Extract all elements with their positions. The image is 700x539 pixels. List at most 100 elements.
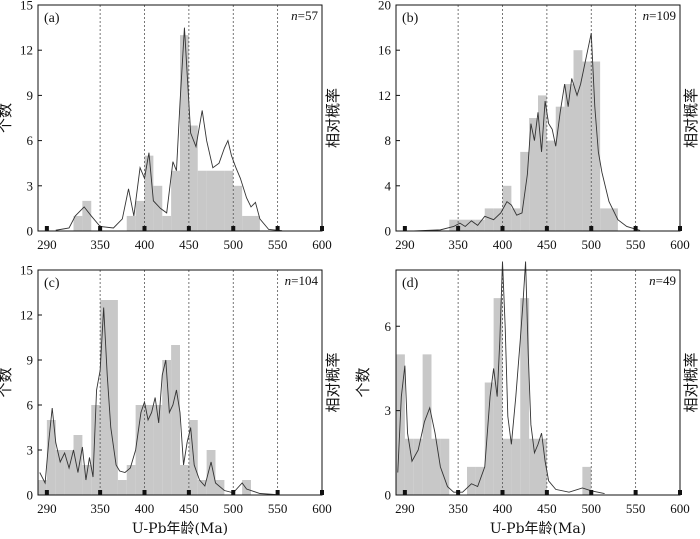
- histogram-bar: [46, 420, 56, 495]
- histogram-bar: [422, 354, 432, 495]
- y-tick-label: 4: [385, 178, 392, 193]
- histogram-bar: [484, 382, 494, 495]
- histogram-bar: [573, 50, 583, 232]
- y-tick-label: 0: [385, 224, 392, 239]
- histogram-bar: [171, 170, 180, 231]
- histogram-bar: [467, 466, 476, 495]
- histogram-bar: [82, 465, 92, 495]
- y-tick-label: 12: [20, 43, 33, 58]
- x-tick-label: 450: [179, 501, 199, 516]
- histogram-bar: [135, 405, 145, 495]
- histogram-bar: [215, 480, 225, 495]
- histogram-bar: [144, 155, 154, 231]
- x-tick-label: 290: [37, 501, 57, 516]
- y-tick-label: 3: [27, 443, 34, 458]
- histogram-bar: [144, 405, 154, 495]
- histogram-bar: [502, 185, 512, 231]
- histogram-bar: [520, 298, 530, 495]
- x-tick-mark: [633, 490, 638, 495]
- chart-panel-c: 290 350 400 450 500 550 600 0 3 6 9 12 15 (c) n=104 个数 相…: [0, 263, 342, 538]
- x-tick-mark: [678, 226, 682, 231]
- x-tick-mark: [142, 490, 147, 495]
- histogram-bar: [171, 345, 180, 495]
- y-tick-label: 20: [378, 0, 391, 13]
- histogram-bar: [600, 208, 609, 231]
- histogram-bar: [180, 465, 189, 495]
- histogram-bar: [162, 360, 172, 495]
- x-tick-label: 400: [135, 237, 155, 252]
- y-tick-label: 16: [378, 43, 392, 58]
- histogram-bar: [197, 480, 207, 495]
- histogram-bar: [582, 61, 592, 231]
- histogram-bar: [153, 405, 163, 495]
- y-axis-label-right: 相对概率: [324, 88, 342, 148]
- histogram-bar: [449, 219, 459, 231]
- histogram-bar: [215, 170, 225, 231]
- histogram-bar: [484, 208, 494, 231]
- x-tick-mark: [275, 226, 280, 231]
- y-tick-label: 8: [385, 133, 392, 148]
- x-tick-label: 500: [224, 237, 244, 252]
- y-tick-label: 9: [27, 88, 34, 103]
- x-tick-mark: [589, 490, 594, 495]
- y-tick-label: 6: [385, 319, 392, 334]
- y-axis-label-right: 相对概率: [682, 352, 700, 412]
- histogram-bar: [109, 300, 118, 495]
- histogram-bar: [206, 170, 216, 231]
- histogram-bar: [413, 438, 423, 495]
- x-tick-label: 550: [268, 237, 288, 252]
- y-tick-label: 3: [385, 403, 392, 418]
- x-tick-mark: [98, 490, 103, 495]
- plot-frame: [395, 4, 681, 232]
- histogram-bar: [162, 215, 172, 231]
- probability-curve: [397, 261, 605, 495]
- histogram-bar: [126, 215, 136, 231]
- x-axis-label: U-Pb年龄(Ma): [132, 521, 228, 537]
- x-tick-mark: [500, 226, 505, 231]
- y-axis-label-right: 相对概率: [324, 352, 342, 412]
- histogram-bar: [538, 95, 547, 232]
- sample-count-label: n=57: [291, 8, 318, 23]
- x-tick-label: 600: [670, 237, 690, 252]
- panel-label: (a): [44, 11, 60, 26]
- x-tick-mark: [456, 490, 461, 495]
- histogram-bar: [233, 185, 243, 231]
- x-tick-label: 450: [179, 237, 199, 252]
- y-tick-label: 6: [27, 398, 34, 413]
- histogram-bar: [91, 405, 101, 495]
- chart-panel-b: 290 350 400 450 500 550 600 0 4 8 12 16 20 (b) n=109 相对…: [378, 0, 700, 252]
- sample-count-label: n=109: [643, 8, 676, 23]
- histogram-bar: [188, 125, 198, 231]
- sample-count-label: n=104: [285, 273, 319, 288]
- plot-frame: [395, 269, 681, 496]
- x-tick-mark: [402, 490, 407, 495]
- histogram-bar: [242, 215, 251, 231]
- y-tick-label: 0: [27, 488, 34, 503]
- histogram-bar: [529, 118, 538, 231]
- y-tick-label: 9: [27, 353, 34, 368]
- histogram-bar: [135, 200, 145, 231]
- histogram-bar: [529, 438, 538, 495]
- x-tick-mark: [320, 226, 324, 231]
- panel-label: (d): [402, 276, 419, 291]
- histogram-bar: [38, 480, 47, 495]
- chart-panel-a: 290 350 400 450 500 550 600 0 3 6 9 12 15 (a) n=57 个数 相对…: [0, 0, 342, 252]
- x-tick-mark: [500, 490, 505, 495]
- x-tick-label: 400: [493, 237, 513, 252]
- x-tick-label: 550: [626, 237, 646, 252]
- probability-curve: [55, 27, 283, 232]
- histogram-bar: [431, 438, 441, 495]
- histogram-bar: [546, 140, 556, 231]
- histogram-bar: [55, 450, 65, 495]
- x-tick-mark: [98, 226, 103, 231]
- x-tick-label: 350: [448, 237, 468, 252]
- x-tick-mark: [678, 490, 682, 495]
- chart-panel-d: 290 350 400 450 500 550 600 0 3 6 (d) n=49 个数 相对概率 U-P…: [354, 261, 700, 537]
- histogram-bar: [493, 298, 503, 495]
- y-axis-label-right: 相对概率: [682, 88, 700, 148]
- histogram-bar: [64, 450, 74, 495]
- x-tick-label: 600: [670, 501, 690, 516]
- x-tick-mark: [633, 226, 638, 231]
- y-tick-label: 0: [27, 224, 34, 239]
